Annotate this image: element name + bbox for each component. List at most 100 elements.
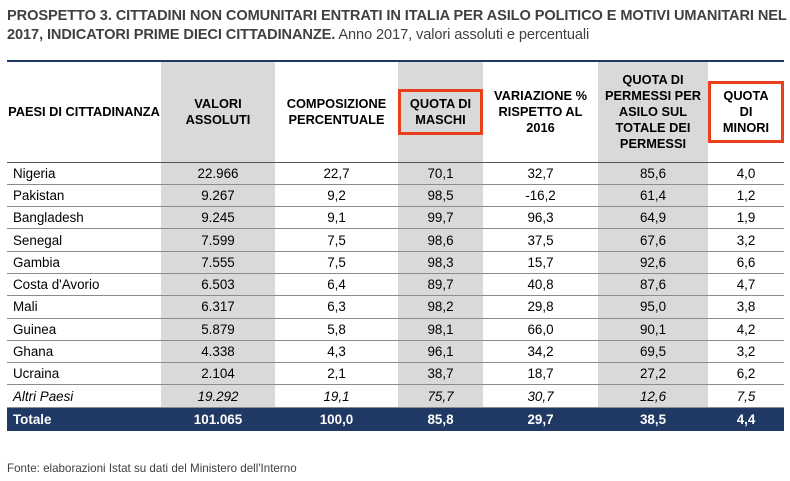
cell-minori: 3,2 [708, 228, 784, 252]
cell-variazione: 15,7 [483, 251, 598, 274]
cell-minori: 4,2 [708, 318, 784, 341]
cell-variazione: 37,5 [483, 228, 598, 252]
cell-minori: 4,0 [708, 162, 784, 185]
header-composizione: COMPOSIZIONE PERCENTUALE [275, 60, 398, 163]
cell-valori: 7.555 [161, 251, 275, 274]
cell-valori: 7.599 [161, 228, 275, 252]
cell-permessi: 12,6 [598, 384, 708, 408]
cell-country: Altri Paesi [7, 384, 161, 408]
cell-valori: 22.966 [161, 162, 275, 185]
cell-composizione: 9,1 [275, 206, 398, 230]
cell-valori: 9.245 [161, 206, 275, 230]
cell-permessi: 69,5 [598, 340, 708, 364]
cell-variazione: 18,7 [483, 362, 598, 386]
data-table: PAESI DI CITTADINANZA VALORI ASSOLUTI CO… [7, 60, 784, 432]
cell-composizione: 9,2 [275, 184, 398, 208]
header-row: PAESI DI CITTADINANZA VALORI ASSOLUTI CO… [7, 60, 784, 163]
cell-maschi: 38,7 [398, 362, 483, 386]
table-row: Senegal 7.599 7,5 98,6 37,5 67,6 3,2 [7, 228, 784, 252]
total-permessi: 38,5 [598, 407, 708, 432]
cell-valori: 9.267 [161, 184, 275, 208]
table-row-altri: Altri Paesi 19.292 19,1 75,7 30,7 12,6 7,5 [7, 384, 784, 408]
cell-maschi: 75,7 [398, 384, 483, 408]
cell-composizione: 2,1 [275, 362, 398, 386]
header-variazione: VARIAZIONE % RISPETTO AL 2016 [483, 60, 598, 163]
table-row: Nigeria 22.966 22,7 70,1 32,7 85,6 4,0 [7, 162, 784, 185]
table-body: Nigeria 22.966 22,7 70,1 32,7 85,6 4,0 Pakistan… [7, 162, 784, 408]
cell-country: Pakistan [7, 184, 161, 208]
cell-valori: 19.292 [161, 384, 275, 408]
cell-minori: 6,6 [708, 251, 784, 274]
table-row: Gambia 7.555 7,5 98,3 15,7 92,6 6,6 [7, 251, 784, 274]
cell-maschi: 98,5 [398, 184, 483, 208]
cell-variazione: 30,7 [483, 384, 598, 408]
table-row: Guinea 5.879 5,8 98,1 66,0 90,1 4,2 [7, 318, 784, 341]
cell-composizione: 7,5 [275, 251, 398, 274]
cell-minori: 7,5 [708, 384, 784, 408]
cell-permessi: 64,9 [598, 206, 708, 230]
cell-country: Nigeria [7, 162, 161, 185]
cell-permessi: 85,6 [598, 162, 708, 185]
title-normal: Anno 2017, valori assoluti e percentuali [335, 27, 590, 43]
header-maschi-cell: QUOTA DI MASCHI [398, 60, 483, 163]
table-row: Pakistan 9.267 9,2 98,5 -16,2 61,4 1,2 [7, 184, 784, 208]
cell-valori: 6.317 [161, 295, 275, 319]
cell-permessi: 92,6 [598, 251, 708, 274]
total-composizione: 100,0 [275, 407, 398, 432]
cell-composizione: 4,3 [275, 340, 398, 364]
cell-permessi: 27,2 [598, 362, 708, 386]
cell-maschi: 98,6 [398, 228, 483, 252]
total-variazione: 29,7 [483, 407, 598, 432]
cell-minori: 3,2 [708, 340, 784, 364]
cell-minori: 6,2 [708, 362, 784, 386]
cell-country: Guinea [7, 318, 161, 341]
table-title: PROSPETTO 3. CITTADINI NON COMUNITARI EN… [7, 7, 787, 45]
table-row: Costa d'Avorio 6.503 6,4 89,7 40,8 87,6 4,7 [7, 273, 784, 297]
cell-minori: 4,7 [708, 273, 784, 297]
source-note: Fonte: elaborazioni Istat su dati del Mi… [7, 462, 297, 475]
cell-maschi: 70,1 [398, 162, 483, 185]
header-maschi: QUOTA DI MASCHI [398, 88, 483, 135]
cell-variazione: 29,8 [483, 295, 598, 319]
cell-valori: 6.503 [161, 273, 275, 297]
cell-composizione: 6,4 [275, 273, 398, 297]
cell-variazione: -16,2 [483, 184, 598, 208]
cell-country: Senegal [7, 228, 161, 252]
total-maschi: 85,8 [398, 407, 483, 432]
cell-minori: 1,2 [708, 184, 784, 208]
cell-variazione: 66,0 [483, 318, 598, 341]
cell-composizione: 19,1 [275, 384, 398, 408]
total-country: Totale [7, 407, 161, 432]
cell-country: Ghana [7, 340, 161, 364]
cell-country: Bangladesh [7, 206, 161, 230]
table-row: Mali 6.317 6,3 98,2 29,8 95,0 3,8 [7, 295, 784, 319]
cell-maschi: 98,1 [398, 318, 483, 341]
cell-composizione: 22,7 [275, 162, 398, 185]
total-minori: 4,4 [708, 407, 784, 432]
cell-maschi: 96,1 [398, 340, 483, 364]
cell-country: Mali [7, 295, 161, 319]
cell-valori: 4.338 [161, 340, 275, 364]
cell-variazione: 34,2 [483, 340, 598, 364]
table-row: Ghana 4.338 4,3 96,1 34,2 69,5 3,2 [7, 340, 784, 364]
title-bold: PROSPETTO 3. CITTADINI NON COMUNITARI EN… [7, 8, 787, 43]
cell-valori: 5.879 [161, 318, 275, 341]
table-row: Bangladesh 9.245 9,1 99,7 96,3 64,9 1,9 [7, 206, 784, 230]
cell-country: Costa d'Avorio [7, 273, 161, 297]
header-minori-cell: QUOTA DI MINORI [708, 60, 784, 163]
cell-composizione: 5,8 [275, 318, 398, 341]
cell-variazione: 40,8 [483, 273, 598, 297]
cell-maschi: 98,3 [398, 251, 483, 274]
cell-country: Ucraina [7, 362, 161, 386]
cell-valori: 2.104 [161, 362, 275, 386]
total-valori: 101.065 [161, 407, 275, 432]
cell-maschi: 98,2 [398, 295, 483, 319]
cell-maschi: 99,7 [398, 206, 483, 230]
cell-permessi: 95,0 [598, 295, 708, 319]
cell-permessi: 90,1 [598, 318, 708, 341]
cell-variazione: 32,7 [483, 162, 598, 185]
header-minori: QUOTA DI MINORI [708, 80, 784, 143]
header-permessi: QUOTA DI PERMESSI PER ASILO SUL TOTALE D… [598, 60, 708, 163]
cell-composizione: 7,5 [275, 228, 398, 252]
cell-minori: 3,8 [708, 295, 784, 319]
